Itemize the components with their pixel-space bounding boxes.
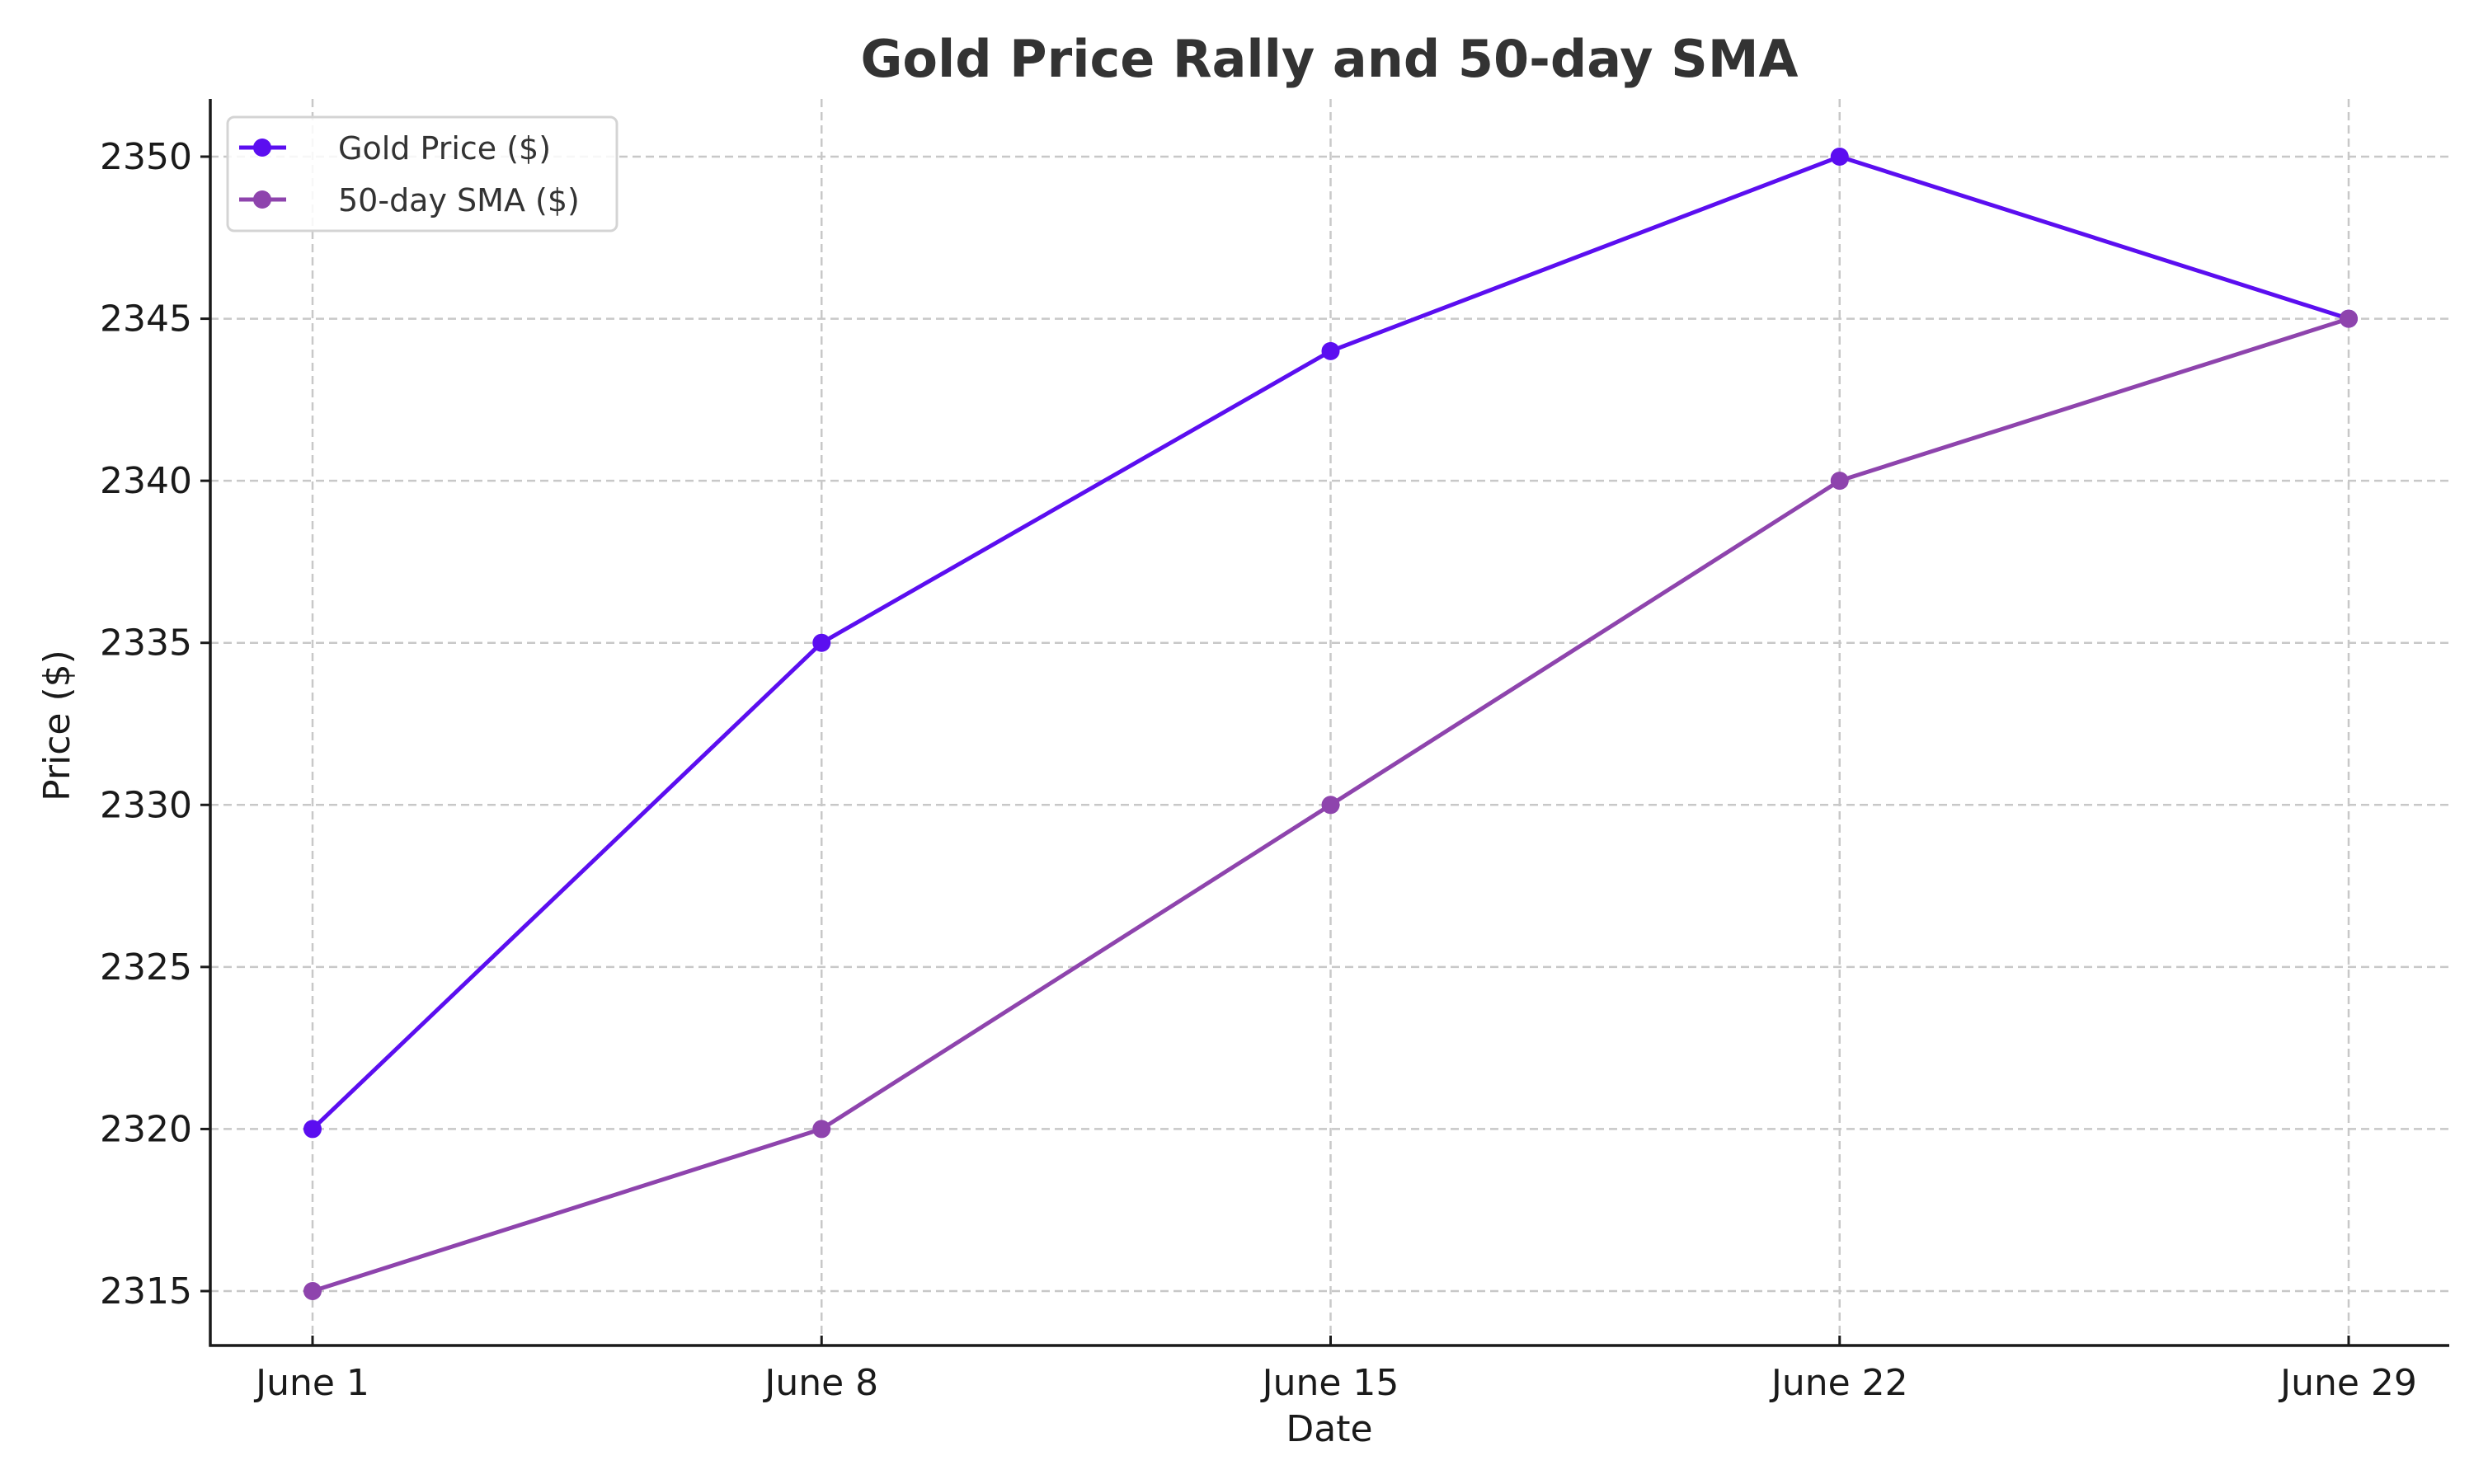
y-tick-label: 2345 — [100, 298, 192, 340]
y-tick-label: 2315 — [100, 1270, 192, 1313]
data-point — [303, 1120, 322, 1139]
data-point — [1321, 796, 1340, 815]
axes — [209, 99, 2449, 1347]
x-tick-label: June 15 — [1260, 1362, 1399, 1404]
y-axis-label: Price ($) — [36, 650, 78, 801]
chart-title: Gold Price Rally and 50-day SMA — [860, 29, 1798, 89]
legend-item: Gold Price ($) — [239, 130, 551, 167]
legend-label: Gold Price ($) — [338, 130, 551, 167]
legend-marker — [253, 190, 271, 209]
data-point — [1830, 148, 1849, 166]
legend-label: 50-day SMA ($) — [338, 182, 580, 218]
data-point — [2340, 309, 2358, 328]
legend-item: 50-day SMA ($) — [239, 182, 580, 218]
legend: Gold Price ($) 50-day SMA ($) — [226, 115, 618, 232]
y-tick-label: 2335 — [100, 622, 192, 665]
y-tick-label: 2330 — [100, 784, 192, 826]
y-tick-label: 2340 — [100, 460, 192, 502]
legend-frame — [226, 115, 618, 232]
y-tick-label: 2325 — [100, 946, 192, 989]
x-tick-label: June 22 — [1769, 1362, 1908, 1404]
grid-lines — [210, 99, 2449, 1345]
x-axis-ticks: June 1 June 8 June 15 June 22 June 29 — [253, 1336, 2417, 1404]
y-tick-label: 2320 — [100, 1108, 192, 1150]
x-tick-label: June 1 — [253, 1362, 369, 1404]
data-point — [303, 1282, 322, 1300]
x-tick-label: June 29 — [2278, 1362, 2417, 1404]
x-tick-label: June 8 — [762, 1362, 878, 1404]
y-axis-ticks: 2315 2320 2325 2330 2335 2340 2345 2350 — [100, 136, 210, 1313]
x-axis-label: Date — [1286, 1408, 1372, 1450]
data-point — [812, 1120, 831, 1139]
series-group — [303, 148, 2358, 1300]
legend-marker — [253, 139, 271, 157]
series-sma-50 — [303, 309, 2358, 1300]
data-point — [812, 633, 831, 652]
data-point — [1830, 472, 1849, 491]
y-tick-label: 2350 — [100, 136, 192, 178]
data-point — [1321, 341, 1340, 360]
